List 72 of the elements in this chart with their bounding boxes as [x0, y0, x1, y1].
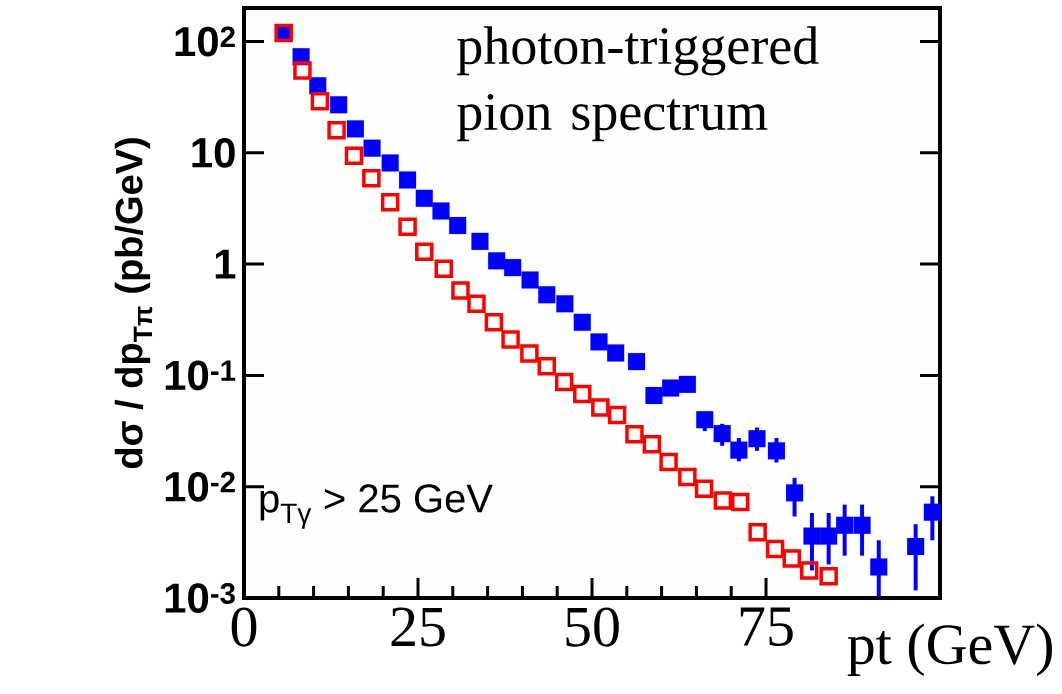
point: [853, 516, 871, 534]
point: [467, 294, 486, 314]
point: [434, 259, 454, 278]
point: [785, 484, 804, 502]
x-tick-label: 75: [740, 607, 793, 647]
y-tick-label: 1: [215, 249, 236, 279]
point: [537, 356, 557, 376]
point: [591, 398, 610, 417]
annotation: p$_{Tγ}$ > 25 GeV: [260, 484, 493, 529]
point: [625, 424, 644, 444]
point: [415, 189, 433, 207]
point: [346, 120, 364, 138]
y-tick-label: 10$^{-1}$: [165, 360, 236, 391]
point: [573, 384, 592, 404]
point: [381, 154, 399, 172]
point: [538, 286, 556, 304]
point: [678, 467, 697, 487]
point: [645, 386, 663, 405]
point: [380, 192, 400, 212]
point: [471, 232, 489, 250]
point: [765, 539, 785, 559]
y-tick-label: 10$^{-2}$: [165, 471, 235, 502]
point: [694, 479, 714, 498]
point: [923, 503, 941, 521]
point: [782, 549, 802, 568]
point: [628, 353, 646, 371]
point: [362, 169, 381, 188]
point: [748, 522, 767, 542]
x-tick-label: 50: [566, 607, 619, 647]
point: [310, 92, 330, 111]
point: [803, 527, 821, 545]
point: [344, 146, 364, 166]
point: [820, 527, 838, 545]
point: [590, 333, 608, 351]
x-tick-label: 25: [391, 607, 445, 647]
point: [488, 252, 506, 270]
point: [399, 171, 417, 189]
point: [327, 121, 346, 140]
x-axis-title: pt (GeV): [847, 623, 1052, 677]
point: [330, 96, 348, 114]
point: [642, 435, 662, 454]
point: [573, 313, 591, 331]
point: [731, 492, 750, 512]
point: [484, 313, 504, 332]
point: [819, 566, 838, 586]
point: [432, 202, 450, 220]
point: [451, 281, 470, 300]
point: [836, 516, 854, 534]
point: [556, 295, 574, 313]
annotation: photon-triggered pion spectrum: [457, 26, 819, 142]
point: [607, 344, 625, 362]
point: [554, 372, 574, 392]
point: [449, 216, 467, 235]
y-tick-label: 10: [192, 137, 235, 168]
point: [678, 375, 696, 393]
point: [662, 379, 680, 397]
point: [521, 271, 539, 289]
point: [293, 61, 312, 80]
point: [363, 139, 381, 157]
y-axis-title: dσ / dp$_{Tπ}$ (pb/GeV): [114, 138, 153, 469]
point: [907, 537, 925, 556]
point: [713, 491, 733, 510]
point: [504, 259, 522, 277]
point: [501, 330, 520, 349]
point: [398, 217, 417, 237]
point: [415, 242, 434, 262]
point: [607, 405, 627, 425]
point: [520, 344, 539, 363]
y-tick-label: 10$^{2}$: [175, 26, 235, 57]
point: [799, 561, 819, 580]
point: [659, 452, 678, 472]
point: [870, 558, 888, 576]
